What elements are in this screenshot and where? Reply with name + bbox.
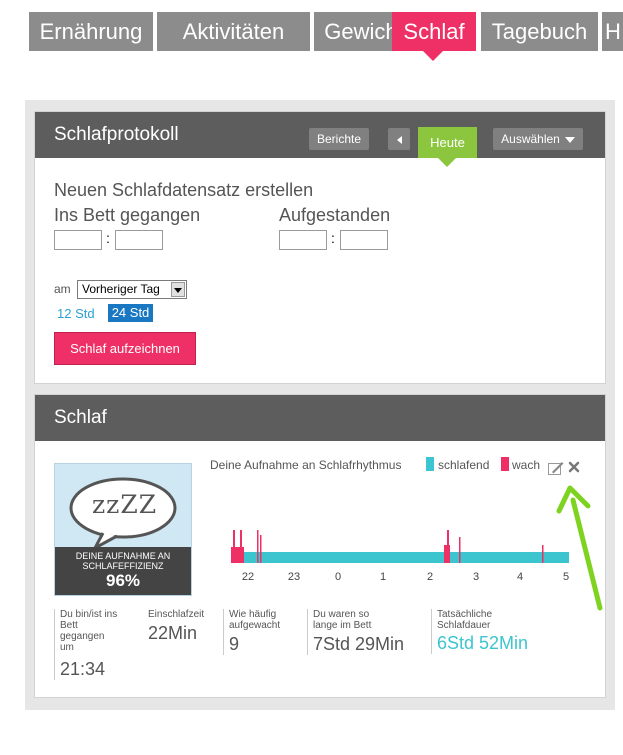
- tab-aktivitaeten[interactable]: Aktivitäten: [157, 12, 310, 51]
- stat-time-in-bed-value: 7Std 29Min: [313, 634, 405, 654]
- hour-label: 0: [335, 571, 341, 583]
- efficiency-caption-1: DEINE AUFNAHME AN: [75, 551, 171, 561]
- stat-awakenings: Wie häufig aufgewacht 9: [223, 609, 303, 655]
- sleep-bubble-icon: [69, 477, 177, 548]
- stat-awakenings-label: Wie häufig aufgewacht: [229, 609, 281, 631]
- on-day-label: am: [54, 282, 71, 296]
- format-24h-selected[interactable]: 24 Std: [108, 304, 153, 322]
- sleep-rhythm-chart: 22 23 0 1 2 3 4 5: [231, 530, 569, 583]
- stat-fall-asleep-value: 22Min: [148, 623, 198, 643]
- stat-time-in-bed: Du waren so lange im Bett 7Std 29Min: [307, 609, 427, 655]
- stat-time-in-bed-label: Du waren so lange im Bett: [313, 609, 372, 631]
- awake-segment: [240, 530, 242, 563]
- stat-actual-sleep-value: 6Std 52Min: [437, 633, 529, 653]
- stat-actual-sleep: Tatsächliche Schlafdauer 6Std 52Min: [431, 609, 561, 654]
- today-button[interactable]: Heute: [418, 127, 477, 158]
- dropdown-arrow-icon: [171, 282, 185, 297]
- chevron-left-icon: [396, 135, 402, 144]
- efficiency-caption: DEINE AUFNAHME AN SCHLAFEFFIZIENZ 96%: [55, 547, 191, 595]
- active-tab-indicator: [423, 51, 443, 61]
- bubble-text: zzZZ: [92, 490, 158, 519]
- tab-tagebuch[interactable]: Tagebuch: [481, 12, 598, 51]
- awake-segment: [231, 547, 244, 563]
- stat-fall-asleep-label: Einschlafzeit: [148, 609, 205, 620]
- up-hour-input[interactable]: [279, 230, 327, 250]
- hour-label: 5: [563, 571, 569, 583]
- tab-ernaehrung[interactable]: Ernährung: [29, 12, 153, 51]
- prev-day-button[interactable]: [388, 128, 410, 150]
- sleep-log-header: Schlafprotokoll Berichte Heute Auswählen: [35, 112, 605, 158]
- efficiency-caption-2: SCHLAFEFFIZIENZ: [82, 561, 164, 571]
- bed-label: Ins Bett gegangen: [54, 205, 201, 225]
- awake-segment: [447, 530, 449, 563]
- awake-segment: [459, 537, 461, 563]
- stat-actual-sleep-label: Tatsächliche Schlafdauer: [437, 609, 493, 631]
- up-time-sep: :: [331, 230, 335, 246]
- main-nav: Ernährung Aktivitäten Gewicht Schlaf Tag…: [29, 12, 623, 51]
- tab-schlaf[interactable]: Schlaf: [392, 12, 476, 51]
- day-select[interactable]: Vorheriger Tag: [77, 280, 187, 299]
- bed-hour-input[interactable]: [54, 230, 102, 250]
- awake-segment: [542, 545, 544, 563]
- format-12h-link[interactable]: 12 Std: [57, 306, 95, 321]
- legend-asleep-label: schlafend: [438, 458, 490, 472]
- today-indicator: [438, 158, 456, 167]
- legend-awake-swatch: [501, 457, 509, 471]
- record-sleep-button[interactable]: Schlaf aufzeichnen: [54, 332, 196, 365]
- awake-segment: [233, 530, 235, 563]
- efficiency-box: zzZZ DEINE AUFNAHME AN SCHLAFEFFIZIENZ 9…: [54, 463, 192, 596]
- hour-label: 2: [427, 571, 433, 583]
- reports-button[interactable]: Berichte: [309, 128, 369, 150]
- bed-minute-input[interactable]: [115, 230, 163, 250]
- efficiency-value: 96%: [105, 571, 141, 590]
- rhythm-label: Deine Aufnahme an Schlafrhythmus: [210, 458, 402, 472]
- legend-awake-label: wach: [512, 458, 541, 472]
- content-wrapper: Schlafprotokoll Berichte Heute Auswählen…: [25, 100, 615, 710]
- awake-segment: [260, 535, 262, 563]
- caret-down-icon: [564, 136, 575, 143]
- sleep-log-title: Schlafprotokoll: [54, 124, 179, 145]
- sleep-panel: Schlaf zzZZ DEINE AUFNAHME AN SCHLAFEFFI…: [34, 394, 606, 698]
- stat-bedtime-label: Du bin/ist ins Bett gegangen um: [60, 609, 118, 653]
- stat-awakenings-value: 9: [229, 634, 240, 654]
- select-dropdown-button[interactable]: Auswählen: [493, 128, 583, 150]
- select-label: Auswählen: [501, 132, 560, 146]
- hour-label: 22: [242, 571, 254, 583]
- stat-bedtime-value: 21:34: [60, 659, 106, 679]
- tab-h[interactable]: H: [602, 12, 623, 51]
- stat-bedtime: Du bin/ist ins Bett gegangen um 21:34: [54, 609, 124, 680]
- hour-label: 4: [517, 571, 523, 583]
- close-icon[interactable]: [568, 461, 580, 473]
- sleep-header: Schlaf: [35, 395, 605, 441]
- hour-label: 1: [380, 571, 386, 583]
- sleep-title: Schlaf: [54, 407, 107, 428]
- day-select-value: Vorheriger Tag: [82, 282, 160, 296]
- edit-icon[interactable]: [548, 461, 564, 475]
- sleep-bar: [236, 552, 569, 563]
- new-entry-title: Neuen Schlafdatensatz erstellen: [54, 180, 314, 200]
- hour-label: 23: [288, 571, 300, 583]
- up-minute-input[interactable]: [340, 230, 388, 250]
- legend-asleep-swatch: [426, 457, 434, 471]
- stat-fall-asleep: Einschlafzeit 22Min: [143, 609, 218, 644]
- sleep-log-panel: Schlafprotokoll Berichte Heute Auswählen…: [34, 111, 606, 384]
- bed-time-sep: :: [106, 230, 110, 246]
- up-label: Aufgestanden: [279, 205, 391, 225]
- awake-segment: [257, 530, 259, 563]
- hour-label: 3: [473, 571, 479, 583]
